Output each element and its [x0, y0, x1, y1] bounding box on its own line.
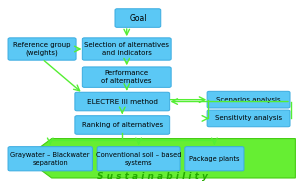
FancyBboxPatch shape [75, 92, 170, 111]
Text: Ranking of alternatives: Ranking of alternatives [82, 122, 163, 128]
FancyBboxPatch shape [207, 91, 290, 108]
Text: Performance
of alternatives: Performance of alternatives [101, 70, 152, 84]
FancyBboxPatch shape [82, 67, 171, 87]
FancyBboxPatch shape [97, 147, 180, 171]
FancyBboxPatch shape [207, 110, 290, 127]
Text: Selection of alternatives
and indicators: Selection of alternatives and indicators [84, 42, 169, 56]
Text: Conventional soil – based
systems: Conventional soil – based systems [96, 152, 182, 166]
Text: Graywater – Blackwater
separation: Graywater – Blackwater separation [11, 152, 90, 166]
Text: Sensitivity analysis: Sensitivity analysis [215, 115, 282, 121]
FancyBboxPatch shape [8, 147, 92, 171]
Text: Goal: Goal [129, 14, 147, 22]
FancyArrow shape [25, 139, 295, 178]
Text: ELECTRE III method: ELECTRE III method [87, 98, 158, 105]
Text: Reference group
(weights): Reference group (weights) [13, 42, 71, 56]
FancyBboxPatch shape [115, 9, 161, 27]
Text: S u s t a i n a b i l i t y: S u s t a i n a b i l i t y [97, 172, 208, 181]
FancyBboxPatch shape [185, 147, 244, 171]
FancyBboxPatch shape [82, 38, 171, 60]
Text: Package plants: Package plants [189, 156, 240, 162]
Text: Scenarios analysis: Scenarios analysis [216, 97, 281, 103]
FancyBboxPatch shape [8, 38, 76, 60]
FancyBboxPatch shape [75, 116, 170, 134]
